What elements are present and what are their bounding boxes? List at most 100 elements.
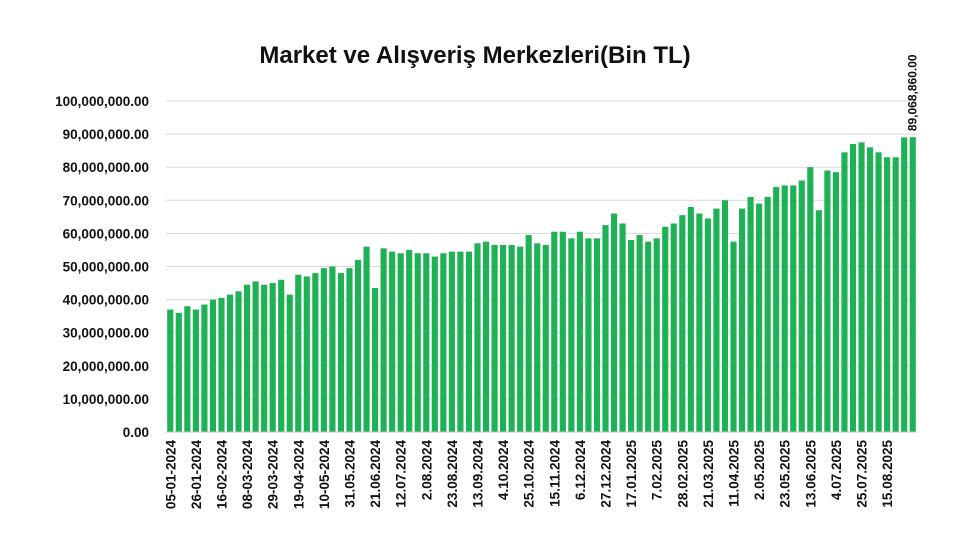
bar xyxy=(790,185,797,432)
bar xyxy=(261,284,268,432)
bar xyxy=(380,248,387,432)
bar xyxy=(175,312,182,432)
bar xyxy=(329,266,336,432)
bar xyxy=(687,206,694,432)
bar xyxy=(866,147,874,432)
x-tick-label: 19-04-2024 xyxy=(291,440,306,510)
bar xyxy=(542,244,549,432)
bar xyxy=(406,249,413,432)
x-tick-label: 2.05.2025 xyxy=(752,440,767,501)
chart-title: Market ve Alışveriş Merkezleri(Bin TL) xyxy=(259,42,691,69)
bar xyxy=(747,196,754,432)
y-tick-label: 100,000,000.00 xyxy=(55,94,149,109)
bar xyxy=(662,226,669,432)
bar xyxy=(807,167,814,432)
bar xyxy=(764,196,771,432)
bar xyxy=(278,279,285,432)
bar xyxy=(320,268,327,432)
data-label: 89,068,860.00 xyxy=(906,54,920,131)
y-tick-label: 80,000,000.00 xyxy=(63,160,149,175)
bar xyxy=(798,180,805,432)
bar xyxy=(721,200,729,432)
bar xyxy=(209,299,217,432)
x-tick-label: 6.12.2024 xyxy=(573,440,588,501)
x-tick-label: 21.06.2024 xyxy=(368,440,383,508)
bar xyxy=(226,294,234,432)
bar xyxy=(448,251,455,432)
y-tick-label: 40,000,000.00 xyxy=(63,293,149,308)
y-tick-label: 30,000,000.00 xyxy=(63,326,149,341)
x-tick-label: 23.08.2024 xyxy=(445,440,460,508)
bar xyxy=(414,253,421,432)
bar xyxy=(286,294,293,432)
bar xyxy=(346,268,353,432)
bar xyxy=(756,203,763,432)
x-tick-label: 4.10.2024 xyxy=(496,440,511,501)
y-tick-label: 90,000,000.00 xyxy=(63,127,149,142)
bar xyxy=(508,244,515,432)
bar xyxy=(167,309,174,432)
x-tick-label: 16-02-2024 xyxy=(214,440,229,510)
bar xyxy=(884,157,891,432)
bar xyxy=(773,187,780,432)
bar xyxy=(704,218,711,432)
bar xyxy=(875,152,882,432)
x-tick-label: 4.07.2025 xyxy=(829,440,844,501)
bar xyxy=(457,251,464,432)
bar xyxy=(482,241,490,432)
bar xyxy=(602,225,609,432)
y-tick-label: 70,000,000.00 xyxy=(63,193,149,208)
bar xyxy=(303,276,310,432)
y-tick-label: 0.00 xyxy=(123,425,149,440)
bar xyxy=(192,309,199,432)
x-tick-label: 10-05-2024 xyxy=(317,440,332,510)
bar xyxy=(679,215,686,432)
bar xyxy=(713,208,720,432)
bar xyxy=(901,137,908,432)
bar xyxy=(184,306,191,432)
bar xyxy=(593,238,601,432)
bar xyxy=(218,297,225,432)
x-tick-label: 28.02.2025 xyxy=(675,440,690,508)
bar xyxy=(781,185,788,432)
bar xyxy=(474,243,481,432)
bar xyxy=(389,251,396,432)
bar xyxy=(636,235,643,432)
x-tick-label: 05-01-2024 xyxy=(163,440,178,510)
bar xyxy=(824,170,831,432)
bar xyxy=(372,288,379,432)
x-tick-label: 31.05.2024 xyxy=(342,440,357,508)
bar xyxy=(312,273,319,432)
bar xyxy=(619,223,626,432)
bar xyxy=(670,223,677,432)
bar xyxy=(832,172,839,433)
bar xyxy=(841,152,848,432)
bar xyxy=(730,241,737,432)
x-tick-label: 13.06.2025 xyxy=(803,440,818,508)
bar xyxy=(517,246,524,432)
bar xyxy=(738,208,746,432)
x-tick-label: 15.11.2024 xyxy=(547,440,562,507)
x-tick-label: 2.08.2024 xyxy=(419,440,434,501)
bar xyxy=(534,243,541,432)
bar xyxy=(653,238,660,432)
bar xyxy=(551,231,558,432)
bar xyxy=(235,291,242,432)
bar xyxy=(500,244,507,432)
bar xyxy=(849,144,857,432)
bar xyxy=(559,231,566,432)
bar xyxy=(397,253,404,432)
bar xyxy=(628,240,635,432)
bar xyxy=(337,273,345,432)
x-tick-label: 23.05.2025 xyxy=(778,440,793,508)
y-tick-label: 50,000,000.00 xyxy=(63,260,149,275)
x-tick-label: 7.02.2025 xyxy=(650,440,665,501)
bar xyxy=(491,244,498,432)
bar xyxy=(423,253,430,432)
bar xyxy=(431,256,438,432)
bar xyxy=(244,284,251,432)
x-tick-label: 21.03.2025 xyxy=(701,440,716,508)
x-tick-label: 25.10.2024 xyxy=(522,440,537,508)
bar xyxy=(252,281,259,432)
